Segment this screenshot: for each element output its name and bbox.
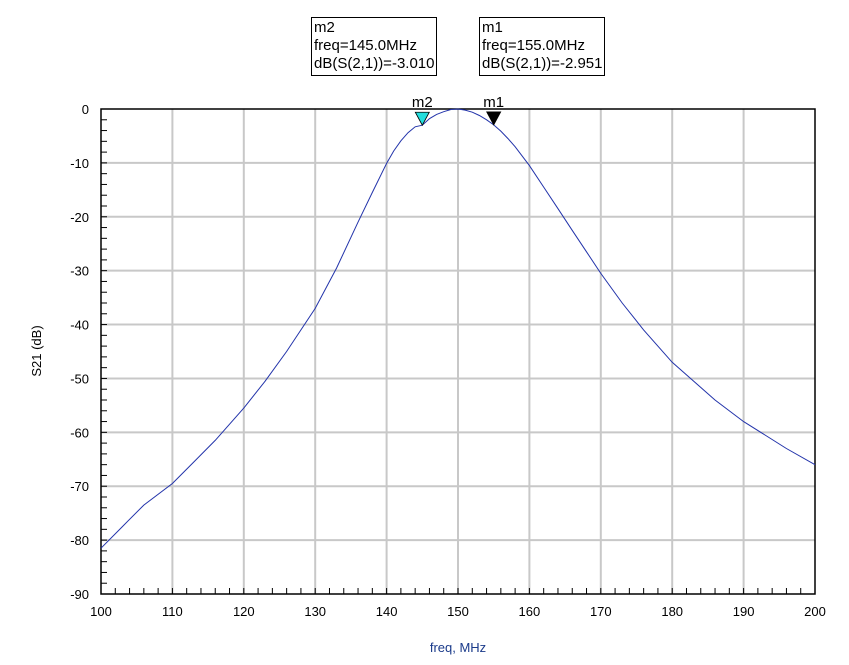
marker-m1-value: dB(S(2,1))=-2.951: [482, 55, 603, 72]
y-tick-labels: 0 -10 -20 -30 -40 -50 -60 -70 -80 -90: [70, 102, 89, 602]
marker-m2-triangle: [414, 111, 430, 127]
x-tick-label: 150: [447, 604, 469, 619]
marker-m2-label: m2: [412, 94, 433, 111]
marker-m2-readout: m2 freq=145.0MHz dB(S(2,1))=-3.010: [311, 17, 438, 76]
x-tick-label: 110: [162, 604, 183, 619]
y-tick-label: -60: [70, 425, 89, 440]
x-tick-label: 160: [519, 604, 541, 619]
y-tick-label: -20: [70, 210, 89, 225]
s21-trace: [100, 108, 816, 549]
x-tick-label: 190: [733, 604, 755, 619]
marker-m1-label: m1: [483, 94, 504, 111]
y-tick-label: -40: [70, 318, 89, 333]
x-tick-label: 180: [661, 604, 683, 619]
marker-m2-value: dB(S(2,1))=-3.010: [314, 55, 435, 72]
y-tick-label: -10: [70, 156, 89, 171]
markers: m2 m1: [412, 94, 504, 127]
marker-m2-name: m2: [314, 19, 335, 36]
x-tick-label: 140: [376, 604, 398, 619]
y-tick-label: -80: [70, 533, 89, 548]
x-tick-label: 200: [804, 604, 826, 619]
y-tick-label: -30: [70, 264, 89, 279]
marker-m1-triangle: [486, 111, 502, 126]
x-tick-labels: 100 110 120 130 140 150 160 170 180 190 200: [90, 604, 826, 619]
x-axis-label: freq, MHz: [430, 640, 486, 655]
y-tick-label: -90: [70, 587, 89, 602]
y-tick-label: 0: [82, 102, 89, 117]
minor-ticks: [101, 119, 802, 594]
marker-m2-freq: freq=145.0MHz: [314, 37, 417, 54]
x-tick-label: 170: [590, 604, 612, 619]
marker-m1-readout: m1 freq=155.0MHz dB(S(2,1))=-2.951: [479, 17, 606, 76]
marker-m1-name: m1: [482, 19, 503, 36]
y-tick-label: -70: [70, 479, 89, 494]
grid: [101, 109, 815, 594]
y-axis-label: S21 (dB): [29, 325, 44, 376]
marker-m1-freq: freq=155.0MHz: [482, 37, 585, 54]
x-tick-label: 100: [90, 604, 112, 619]
y-tick-label: -50: [70, 371, 89, 386]
x-tick-label: 120: [233, 604, 255, 619]
x-tick-label: 130: [304, 604, 326, 619]
